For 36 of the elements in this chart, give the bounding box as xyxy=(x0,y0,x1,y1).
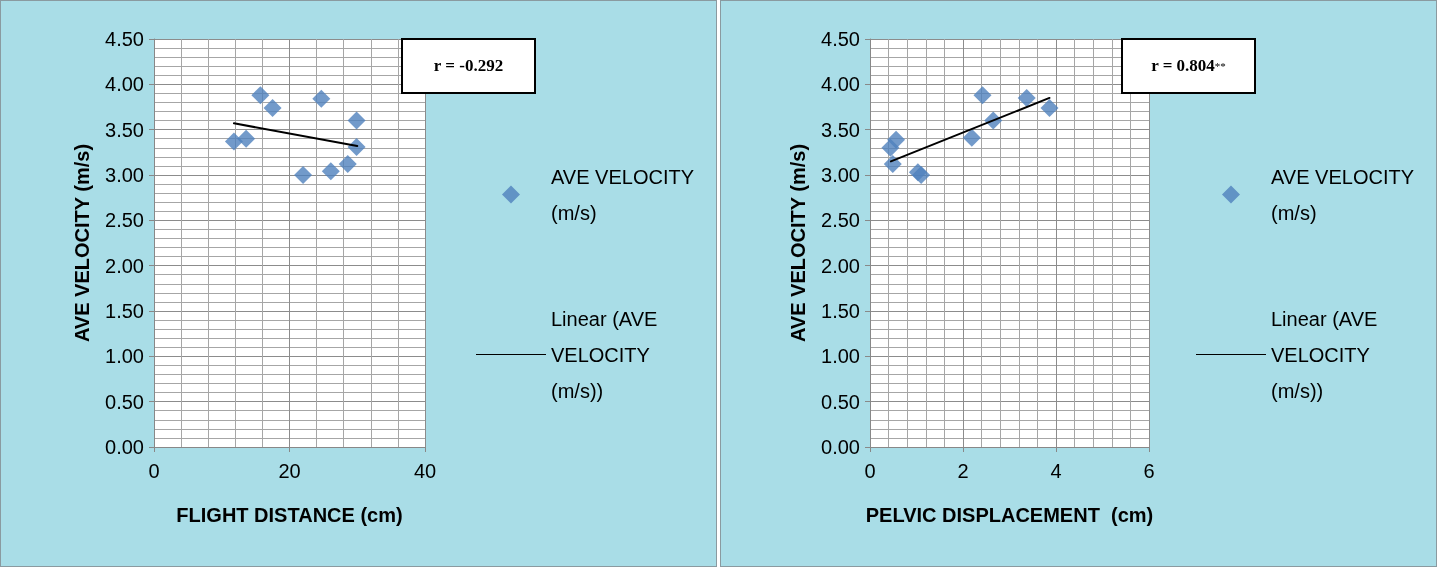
x-tick-label: 2 xyxy=(957,460,969,482)
y-tick-label: 2.00 xyxy=(105,254,144,277)
y-tick-label: 2.50 xyxy=(105,209,144,232)
x-tick-label: 40 xyxy=(413,460,437,482)
y-tick-label: 3.00 xyxy=(105,164,144,186)
x-tick-label: 6 xyxy=(1143,460,1155,482)
y-tick-label: 1.50 xyxy=(105,300,144,322)
y-tick-label: 0.50 xyxy=(821,390,860,413)
x-axis-title: PELVIC DISPLACEMENT (cm) xyxy=(865,504,1154,526)
y-tick-label: 0.00 xyxy=(105,436,144,458)
legend-label: Linear (AVE VELOCITY (m/s)) xyxy=(1271,307,1378,402)
y-tick-label: 1.00 xyxy=(105,345,144,368)
y-axis-title: AVE VELOCITY (m/s) xyxy=(787,143,809,343)
y-tick-label: 1.00 xyxy=(821,345,860,368)
x-axis-title: FLIGHT DISTANCE (cm) xyxy=(176,504,403,526)
y-tick-label: 3.50 xyxy=(821,118,860,141)
y-tick-label: 0.50 xyxy=(105,390,144,413)
x-tick-label: 0 xyxy=(864,460,876,482)
x-tick-label: 4 xyxy=(1050,460,1062,482)
y-tick-label: 4.50 xyxy=(821,28,860,50)
x-tick-label: 20 xyxy=(278,460,301,482)
y-tick-label: 4.00 xyxy=(821,73,860,96)
note-box: r = -0.292 xyxy=(401,38,536,94)
y-tick-label: 4.50 xyxy=(105,28,144,50)
legend-label: AVE VELOCITY (m/s) xyxy=(1271,165,1415,224)
y-tick-label: 2.50 xyxy=(821,209,860,232)
y-tick-label: 1.50 xyxy=(821,300,860,322)
y-tick-label: 2.00 xyxy=(821,254,860,277)
y-tick-label: 3.00 xyxy=(821,164,860,186)
legend-label: AVE VELOCITY (m/s) xyxy=(551,165,695,224)
y-tick-label: 3.50 xyxy=(105,118,144,141)
y-axis-title: AVE VELOCITY (m/s) xyxy=(71,143,93,343)
y-tick-label: 4.00 xyxy=(105,73,144,96)
y-tick-label: 0.00 xyxy=(821,436,860,458)
x-tick-label: 0 xyxy=(148,460,160,482)
legend-label: Linear (AVE VELOCITY (m/s)) xyxy=(551,307,658,402)
